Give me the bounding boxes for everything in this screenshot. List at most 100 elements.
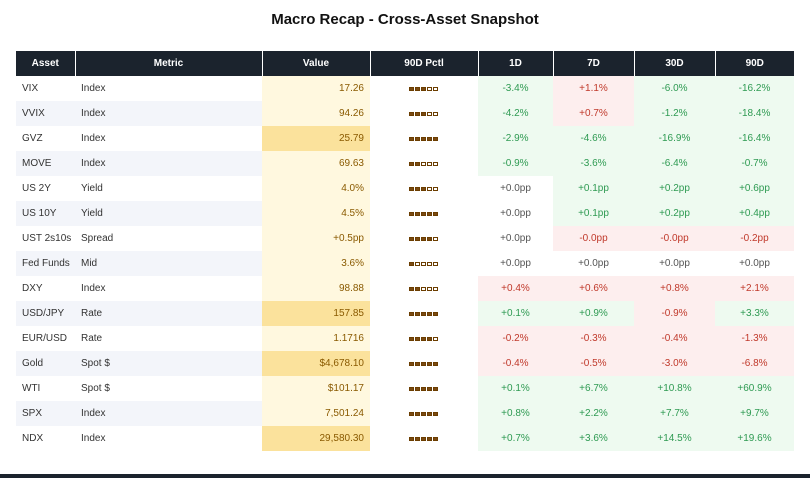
percentile-segment: [427, 162, 432, 166]
change-d1-cell: -0.4%: [478, 351, 553, 376]
pctl-cell: [370, 76, 478, 101]
change-d90-cell: +0.6pp: [715, 176, 794, 201]
percentile-segment: [421, 362, 426, 366]
metric-cell: Index: [75, 401, 262, 426]
change-d30-cell: +14.5%: [634, 426, 715, 451]
change-d7-cell: +3.6%: [553, 426, 634, 451]
value-cell: 3.6%: [262, 251, 370, 276]
change-d90-cell: -6.8%: [715, 351, 794, 376]
pctl-cell: [370, 376, 478, 401]
percentile-segment: [421, 412, 426, 416]
metric-cell: Rate: [75, 301, 262, 326]
asset-cell: DXY: [16, 276, 75, 301]
pctl-cell: [370, 151, 478, 176]
pctl-cell: [370, 351, 478, 376]
snapshot-table: Asset Metric Value 90D Pctl 1D 7D 30D 90…: [16, 51, 794, 451]
change-d1-cell: +0.0pp: [478, 176, 553, 201]
pctl-cell: [370, 101, 478, 126]
percentile-meter: [409, 137, 439, 142]
percentile-segment: [433, 262, 438, 266]
change-d1-cell: +0.1%: [478, 301, 553, 326]
table-header: Asset Metric Value 90D Pctl 1D 7D 30D 90…: [16, 51, 794, 76]
change-d1-cell: -4.2%: [478, 101, 553, 126]
change-d1-cell: -0.9%: [478, 151, 553, 176]
asset-cell: EUR/USD: [16, 326, 75, 351]
percentile-segment: [421, 387, 426, 391]
change-d90-cell: +60.9%: [715, 376, 794, 401]
percentile-segment: [427, 362, 432, 366]
table-row: GVZ Index 25.79 -2.9% -4.6% -16.9% -16.4%: [16, 126, 794, 151]
percentile-segment: [409, 337, 414, 341]
percentile-segment: [421, 137, 426, 141]
table-row: US 2Y Yield 4.0% +0.0pp +0.1pp +0.2pp +0.6pp: [16, 176, 794, 201]
change-d30-cell: -16.9%: [634, 126, 715, 151]
percentile-segment: [415, 262, 420, 266]
value-cell: +0.5pp: [262, 226, 370, 251]
change-d1-cell: +0.1%: [478, 376, 553, 401]
value-cell: 4.0%: [262, 176, 370, 201]
percentile-segment: [409, 187, 414, 191]
percentile-segment: [427, 262, 432, 266]
table-row: Gold Spot $ $4,678.10 -0.4% -0.5% -3.0% -6.8%: [16, 351, 794, 376]
pctl-cell: [370, 251, 478, 276]
percentile-meter: [409, 287, 439, 292]
percentile-segment: [421, 312, 426, 316]
percentile-segment: [427, 312, 432, 316]
percentile-segment: [433, 437, 438, 441]
change-d1-cell: -2.9%: [478, 126, 553, 151]
footer-divider: [0, 474, 810, 478]
change-d7-cell: -0.5%: [553, 351, 634, 376]
table-row: WTI Spot $ $101.17 +0.1% +6.7% +10.8% +60.9%: [16, 376, 794, 401]
value-cell: 7,501.24: [262, 401, 370, 426]
change-d7-cell: +2.2%: [553, 401, 634, 426]
change-d7-cell: +0.1pp: [553, 201, 634, 226]
percentile-segment: [415, 287, 420, 291]
pctl-cell: [370, 401, 478, 426]
pctl-cell: [370, 126, 478, 151]
metric-cell: Index: [75, 126, 262, 151]
percentile-segment: [409, 262, 414, 266]
percentile-segment: [427, 137, 432, 141]
change-d7-cell: -0.0pp: [553, 226, 634, 251]
change-d90-cell: -0.2pp: [715, 226, 794, 251]
change-d30-cell: -1.2%: [634, 101, 715, 126]
percentile-segment: [415, 237, 420, 241]
change-d30-cell: +0.2pp: [634, 176, 715, 201]
percentile-segment: [415, 362, 420, 366]
value-cell: $4,678.10: [262, 351, 370, 376]
asset-cell: GVZ: [16, 126, 75, 151]
percentile-segment: [421, 262, 426, 266]
change-d1-cell: +0.7%: [478, 426, 553, 451]
percentile-segment: [415, 212, 420, 216]
change-d30-cell: +7.7%: [634, 401, 715, 426]
value-cell: 17.26: [262, 76, 370, 101]
change-d90-cell: +3.3%: [715, 301, 794, 326]
percentile-meter: [409, 387, 439, 392]
percentile-segment: [433, 387, 438, 391]
metric-cell: Index: [75, 76, 262, 101]
pctl-cell: [370, 426, 478, 451]
change-d1-cell: -0.2%: [478, 326, 553, 351]
header-metric: Metric: [75, 51, 263, 76]
pctl-cell: [370, 226, 478, 251]
percentile-segment: [409, 212, 414, 216]
change-d7-cell: +0.7%: [553, 101, 634, 126]
metric-cell: Index: [75, 426, 262, 451]
pctl-cell: [370, 326, 478, 351]
metric-cell: Yield: [75, 201, 262, 226]
percentile-segment: [415, 162, 420, 166]
value-cell: $101.17: [262, 376, 370, 401]
change-d1-cell: -3.4%: [478, 76, 553, 101]
asset-cell: NDX: [16, 426, 75, 451]
percentile-segment: [427, 187, 432, 191]
value-cell: 1.1716: [262, 326, 370, 351]
percentile-segment: [433, 187, 438, 191]
metric-cell: Index: [75, 101, 262, 126]
percentile-segment: [409, 362, 414, 366]
percentile-segment: [433, 287, 438, 291]
percentile-segment: [433, 212, 438, 216]
metric-cell: Index: [75, 151, 262, 176]
percentile-segment: [409, 137, 414, 141]
metric-cell: Yield: [75, 176, 262, 201]
change-d7-cell: +0.1pp: [553, 176, 634, 201]
